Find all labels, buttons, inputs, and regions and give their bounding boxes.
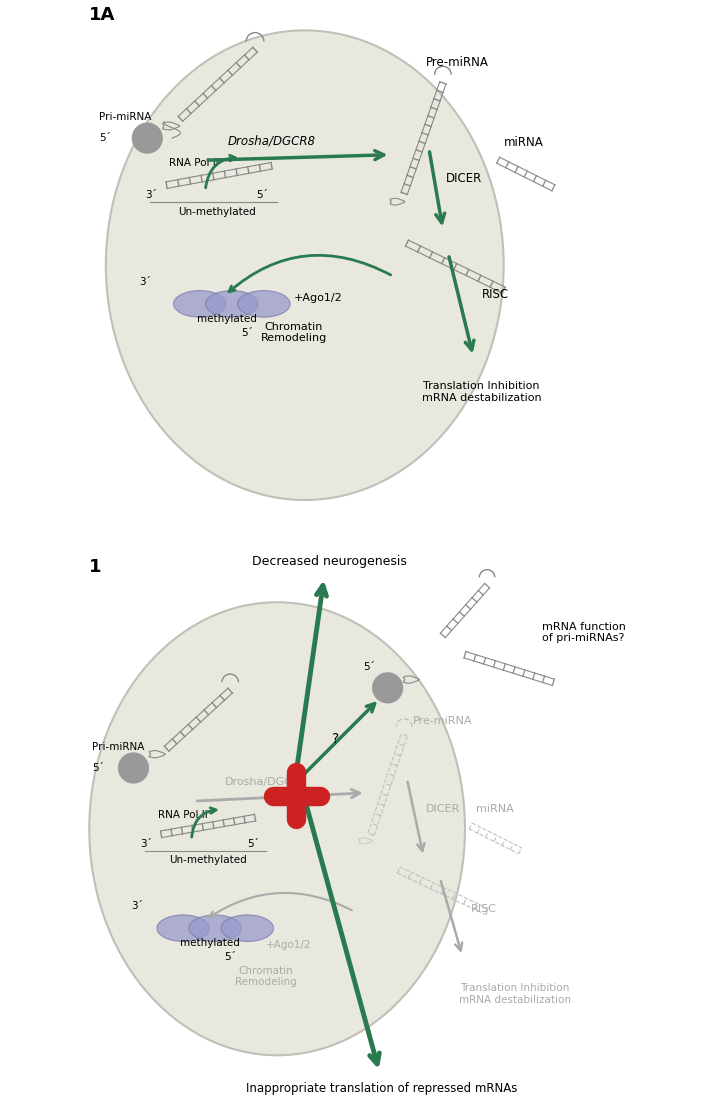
Text: RNA Pol II: RNA Pol II <box>169 158 219 168</box>
Text: 5´: 5´ <box>363 662 374 672</box>
Text: 3´: 3´ <box>145 190 158 200</box>
Ellipse shape <box>221 915 274 941</box>
Ellipse shape <box>174 291 226 317</box>
Text: RISC: RISC <box>482 288 508 302</box>
Text: DICER: DICER <box>446 172 482 186</box>
Text: 5´: 5´ <box>256 190 268 200</box>
Circle shape <box>132 123 162 152</box>
Text: Pre-miRNA: Pre-miRNA <box>426 56 489 70</box>
Ellipse shape <box>189 915 241 941</box>
Text: 5´: 5´ <box>99 133 111 143</box>
Text: Chromatin
Remodeling: Chromatin Remodeling <box>235 966 297 988</box>
Text: miRNA: miRNA <box>504 136 544 149</box>
Text: Translation Inhibition
mRNA destabilization: Translation Inhibition mRNA destabilizat… <box>459 983 571 1006</box>
Circle shape <box>119 754 148 782</box>
Text: Pre-miRNA: Pre-miRNA <box>413 716 472 726</box>
Text: 3´: 3´ <box>140 839 152 849</box>
Text: Pri-miRNA: Pri-miRNA <box>92 743 145 753</box>
Text: Un-methylated: Un-methylated <box>169 855 247 865</box>
Ellipse shape <box>89 602 465 1055</box>
Text: mRNA function
of pri-miRNAs?: mRNA function of pri-miRNAs? <box>542 622 626 643</box>
Ellipse shape <box>157 915 210 941</box>
Text: RNA Pol II: RNA Pol II <box>158 810 208 820</box>
Text: 5´: 5´ <box>241 328 253 338</box>
Text: DICER: DICER <box>426 804 461 814</box>
Text: 5´: 5´ <box>247 839 258 849</box>
Text: Decreased neurogenesis: Decreased neurogenesis <box>252 555 407 568</box>
Circle shape <box>373 673 402 703</box>
Text: Un-methylated: Un-methylated <box>178 208 256 218</box>
Text: +Ago1/2: +Ago1/2 <box>294 293 343 303</box>
Text: Inappropriate translation of repressed mRNAs: Inappropriate translation of repressed m… <box>246 1082 518 1095</box>
Text: ?: ? <box>333 733 340 746</box>
Text: miRNA: miRNA <box>476 804 514 814</box>
Ellipse shape <box>206 291 258 317</box>
Text: +Ago1/2: +Ago1/2 <box>266 939 312 949</box>
Text: RISC: RISC <box>470 904 496 914</box>
Text: Drosha/DGCR8: Drosha/DGCR8 <box>225 777 307 787</box>
Text: 5´: 5´ <box>225 953 236 962</box>
Text: methylated: methylated <box>197 314 257 324</box>
Text: Chromatin
Remodeling: Chromatin Remodeling <box>261 322 327 344</box>
Ellipse shape <box>238 291 290 317</box>
Text: 1: 1 <box>89 558 102 576</box>
Text: Pri-miRNA: Pri-miRNA <box>99 113 152 123</box>
Text: 3´: 3´ <box>139 276 151 286</box>
Text: 1A: 1A <box>89 6 116 23</box>
Text: Translation Inhibition
mRNA destabilization: Translation Inhibition mRNA destabilizat… <box>422 381 541 403</box>
Text: 5´: 5´ <box>92 762 104 772</box>
Text: Drosha/DGCR8: Drosha/DGCR8 <box>228 135 315 148</box>
Text: 3´: 3´ <box>131 901 143 911</box>
Text: methylated: methylated <box>181 938 240 948</box>
Ellipse shape <box>106 30 504 499</box>
